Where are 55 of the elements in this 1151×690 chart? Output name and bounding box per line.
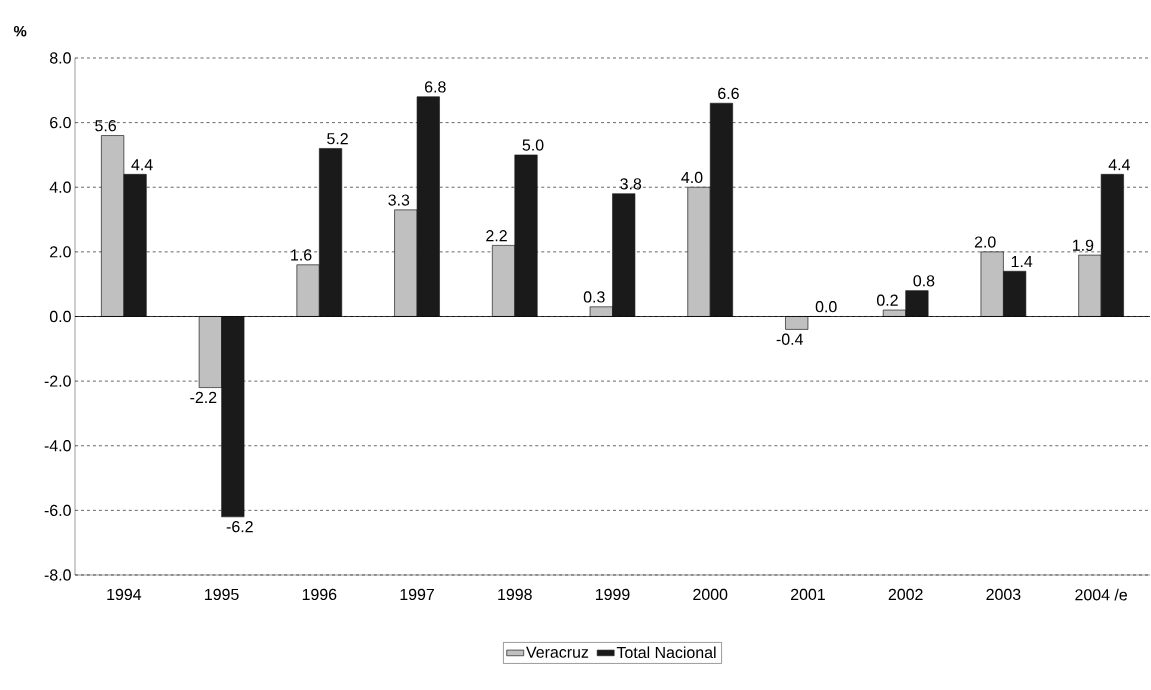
legend-label: Veracruz: [526, 646, 589, 658]
data-label: 1.6: [291, 249, 312, 261]
bar: [514, 154, 538, 317]
data-label: 3.8: [620, 178, 642, 190]
data-label: 3.3: [388, 194, 410, 206]
data-label: 5.6: [95, 120, 116, 132]
data-label: 2.2: [486, 230, 507, 242]
y-tick-label: 8.0: [50, 52, 71, 64]
data-label: 4.4: [131, 159, 153, 171]
legend-label: Total Nacional: [616, 646, 716, 659]
x-tick-label: 2001: [791, 588, 825, 601]
bar: [905, 290, 929, 317]
x-tick-label: 2004 /e: [1075, 588, 1127, 601]
y-axis-title: %: [13, 25, 27, 37]
data-label: 0.2: [876, 294, 898, 306]
y-tick-label: -6.0: [44, 504, 71, 517]
data-label: -0.4: [776, 333, 803, 345]
x-tick-label: 1994: [107, 588, 142, 601]
data-label: 4.0: [681, 171, 703, 184]
x-tick-label: 2000: [693, 588, 728, 601]
y-tick-label: -2.0: [44, 375, 71, 387]
bar: [416, 96, 440, 317]
bar: [221, 316, 245, 518]
data-label: 0.0: [815, 301, 837, 313]
data-label: 5.2: [327, 133, 348, 145]
data-label: 6.8: [425, 81, 446, 93]
data-label: 0.3: [583, 291, 605, 303]
data-label: 1.4: [1011, 256, 1033, 268]
data-label: 5.0: [522, 139, 544, 151]
x-tick-label: 1999: [595, 588, 630, 601]
x-tick-label: 1996: [302, 588, 337, 601]
y-tick-label: -4.0: [44, 440, 71, 452]
bar: [1100, 174, 1124, 317]
data-label: 0.8: [913, 275, 935, 287]
y-tick-label: -8.0: [44, 569, 71, 581]
y-tick-label: 6.0: [50, 116, 71, 129]
x-tick-label: 1998: [498, 588, 532, 601]
x-tick-label: 1995: [205, 588, 239, 601]
data-label: 4.4: [1108, 159, 1130, 171]
y-tick-label: 2.0: [50, 246, 71, 258]
x-tick-label: 2003: [986, 588, 1021, 601]
data-label: 6.6: [718, 87, 739, 100]
x-tick-label: 1997: [400, 588, 434, 601]
data-label: -6.2: [226, 521, 253, 533]
bar: [1003, 270, 1027, 317]
data-label: 1.9: [1073, 239, 1094, 251]
y-tick-label: 0.0: [49, 310, 71, 323]
bar: [319, 148, 343, 317]
data-label: 2.0: [974, 236, 996, 248]
x-tick-label: 2002: [888, 588, 923, 601]
y-tick-label: 4.0: [49, 181, 71, 193]
data-label: -2.2: [190, 391, 217, 403]
bar: [123, 174, 147, 317]
bar: [709, 102, 733, 317]
bar: [612, 193, 636, 317]
